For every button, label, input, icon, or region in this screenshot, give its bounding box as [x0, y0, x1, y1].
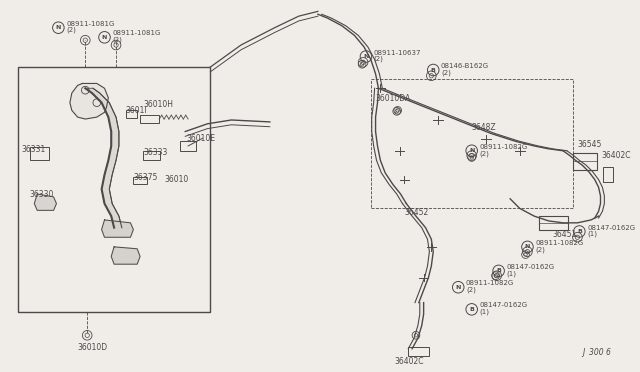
Bar [573, 153, 596, 170]
Text: (1): (1) [587, 231, 597, 237]
Text: 08911-1081G: 08911-1081G [66, 21, 115, 27]
Text: J  300 6: J 300 6 [582, 349, 611, 357]
Bar [604, 167, 613, 182]
Text: 36331: 36331 [22, 145, 46, 154]
Text: N: N [525, 244, 530, 249]
Text: (2): (2) [441, 69, 451, 76]
Bar [539, 216, 568, 230]
Polygon shape [70, 83, 108, 119]
Text: 08147-0162G: 08147-0162G [587, 225, 635, 231]
Text: 36402C: 36402C [395, 357, 424, 366]
Text: (2): (2) [479, 150, 489, 157]
Text: 08147-0162G: 08147-0162G [479, 302, 527, 308]
Polygon shape [35, 194, 56, 210]
Text: 3601I: 3601I [125, 106, 147, 115]
Text: (2): (2) [112, 36, 122, 43]
Polygon shape [102, 220, 133, 237]
Text: 36010: 36010 [164, 175, 188, 185]
Text: (2): (2) [374, 56, 383, 62]
Text: B: B [431, 67, 436, 73]
Bar [18, 67, 211, 312]
Text: 36010E: 36010E [186, 134, 215, 143]
Text: N: N [102, 35, 107, 40]
Text: 36010H: 36010H [143, 100, 173, 109]
Text: (2): (2) [66, 27, 76, 33]
Bar [371, 78, 573, 208]
Text: N: N [56, 25, 61, 30]
Polygon shape [111, 247, 140, 264]
Text: 08146-B162G: 08146-B162G [441, 63, 489, 69]
Text: N: N [456, 285, 461, 290]
Text: B: B [577, 229, 582, 234]
Text: (1): (1) [506, 270, 516, 277]
Text: N: N [469, 148, 474, 153]
Text: B: B [469, 307, 474, 312]
Text: 36451: 36451 [552, 230, 577, 238]
Text: 36333: 36333 [143, 148, 167, 157]
Text: 08911-1081G: 08911-1081G [112, 31, 161, 36]
Text: 36545: 36545 [577, 140, 602, 149]
Text: (1): (1) [479, 309, 490, 315]
Bar [180, 141, 196, 151]
Text: N: N [364, 54, 369, 59]
Text: 36375: 36375 [133, 173, 157, 182]
Polygon shape [85, 88, 122, 228]
Text: 08911-1082G: 08911-1082G [479, 144, 527, 150]
Text: 36010D: 36010D [77, 343, 108, 352]
Text: (2): (2) [535, 246, 545, 253]
Text: 08147-0162G: 08147-0162G [506, 264, 554, 270]
Text: 08911-10637: 08911-10637 [374, 49, 421, 55]
Bar [143, 151, 160, 160]
Text: B: B [496, 268, 501, 273]
Text: 36010DA: 36010DA [376, 94, 411, 103]
Text: 08911-1082G: 08911-1082G [535, 240, 584, 246]
Bar [408, 347, 429, 356]
Text: 36452: 36452 [404, 208, 429, 217]
Text: (2): (2) [466, 286, 476, 293]
Text: 08911-1082G: 08911-1082G [466, 280, 514, 286]
Text: 3648Z: 3648Z [472, 122, 497, 132]
Bar [140, 115, 159, 123]
Bar [125, 110, 137, 118]
Bar [133, 177, 147, 185]
Bar [29, 147, 49, 160]
Text: 36402C: 36402C [602, 151, 631, 160]
Text: 36330: 36330 [29, 190, 54, 199]
